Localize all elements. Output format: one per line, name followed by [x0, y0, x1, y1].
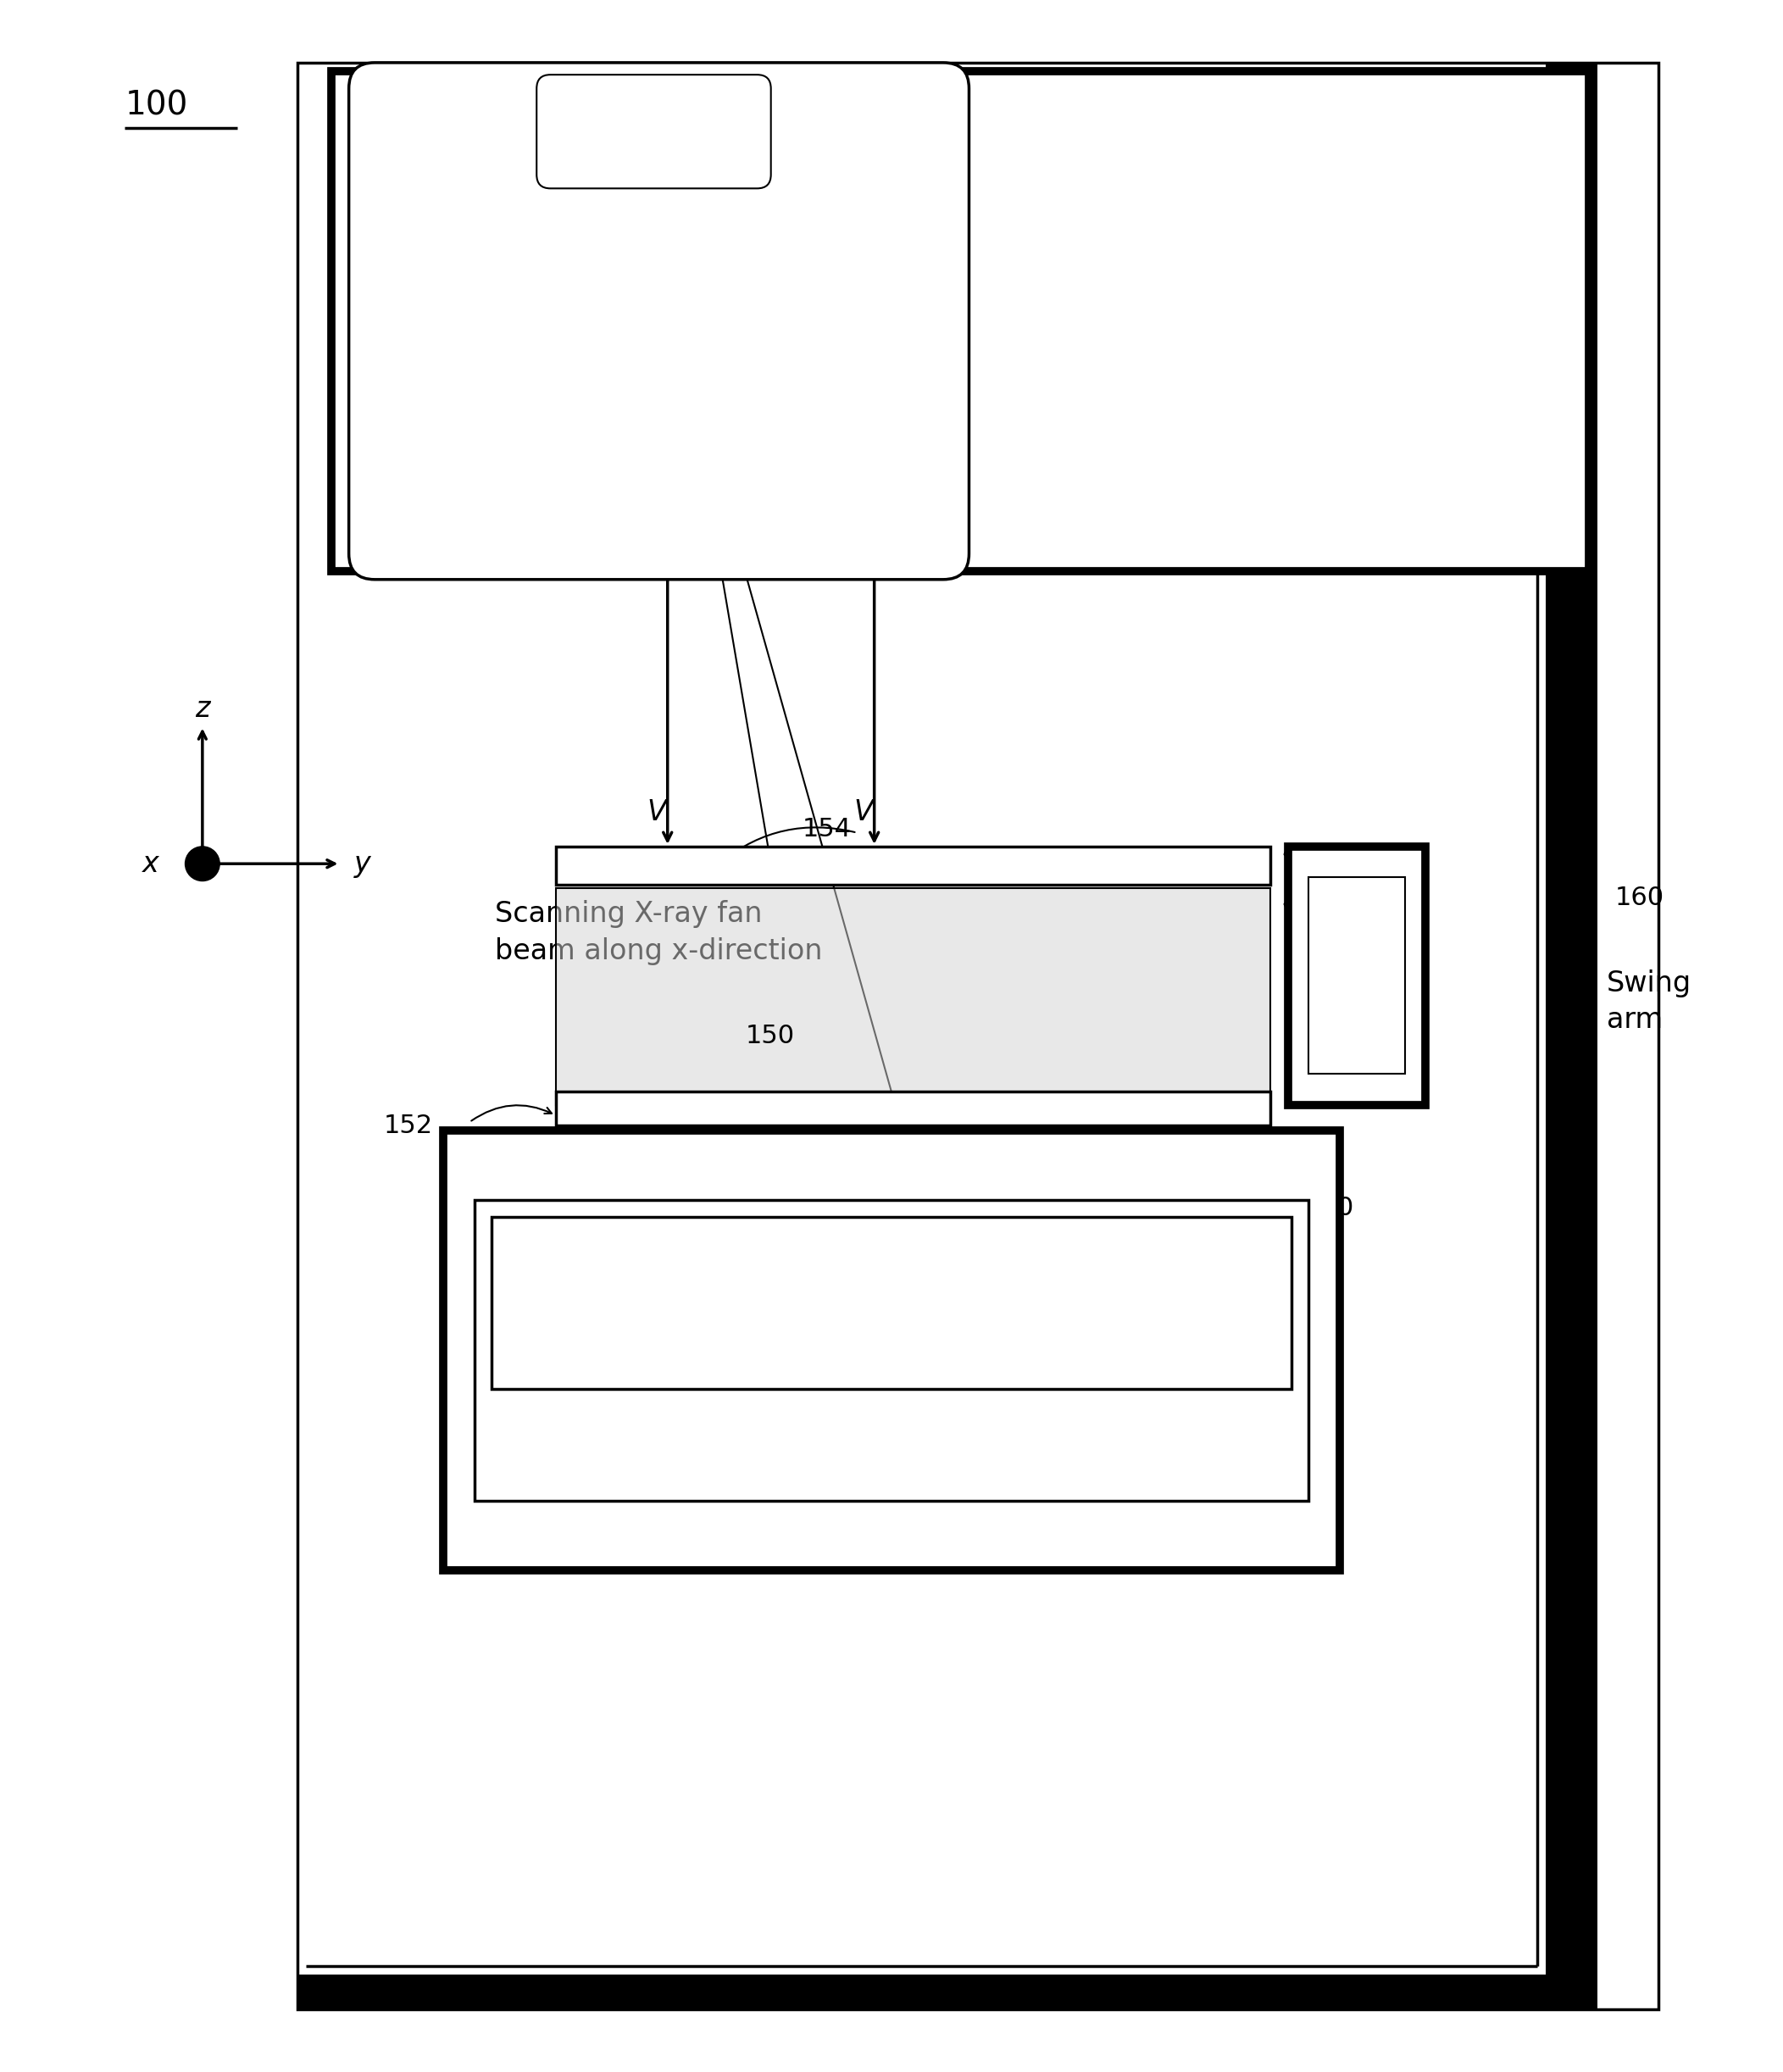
Bar: [1287, 847, 1426, 1104]
Text: V: V: [647, 798, 667, 827]
Text: G1: G1: [581, 1291, 645, 1332]
Circle shape: [185, 847, 219, 881]
Bar: [556, 847, 1271, 885]
Bar: [332, 70, 1589, 572]
Text: 110: 110: [629, 120, 678, 143]
Text: 154: 154: [802, 816, 850, 841]
Bar: [474, 1200, 1309, 1500]
Bar: [556, 887, 1271, 1104]
Bar: [1309, 879, 1405, 1073]
Bar: [943, 70, 1589, 106]
Text: C: C: [412, 313, 437, 346]
Bar: [492, 1216, 1291, 1388]
Bar: [1546, 62, 1598, 2010]
Text: V: V: [854, 798, 874, 827]
Bar: [556, 887, 1271, 1104]
Text: 152: 152: [383, 1113, 433, 1138]
Text: 100: 100: [125, 89, 187, 122]
Text: Scanning X-ray fan
beam along x-direction: Scanning X-ray fan beam along x-directio…: [496, 899, 822, 966]
Text: Swing
arm: Swing arm: [1606, 970, 1692, 1034]
Bar: [298, 62, 1658, 2010]
FancyBboxPatch shape: [349, 62, 968, 580]
Text: 120: 120: [986, 180, 1036, 205]
Text: G2: G2: [685, 1380, 742, 1415]
Text: 160: 160: [1615, 887, 1664, 910]
Bar: [556, 1092, 1271, 1125]
FancyBboxPatch shape: [537, 75, 770, 189]
Text: B: B: [426, 228, 451, 259]
Text: 140: 140: [867, 1544, 916, 1569]
Bar: [298, 1975, 1598, 2010]
Text: G0: G0: [403, 400, 453, 431]
Text: 130: 130: [1305, 1196, 1355, 1220]
Text: z: z: [194, 694, 210, 723]
Text: 150: 150: [745, 1024, 793, 1048]
Text: x: x: [143, 850, 159, 879]
Text: y: y: [355, 850, 371, 879]
Bar: [444, 1131, 1339, 1571]
